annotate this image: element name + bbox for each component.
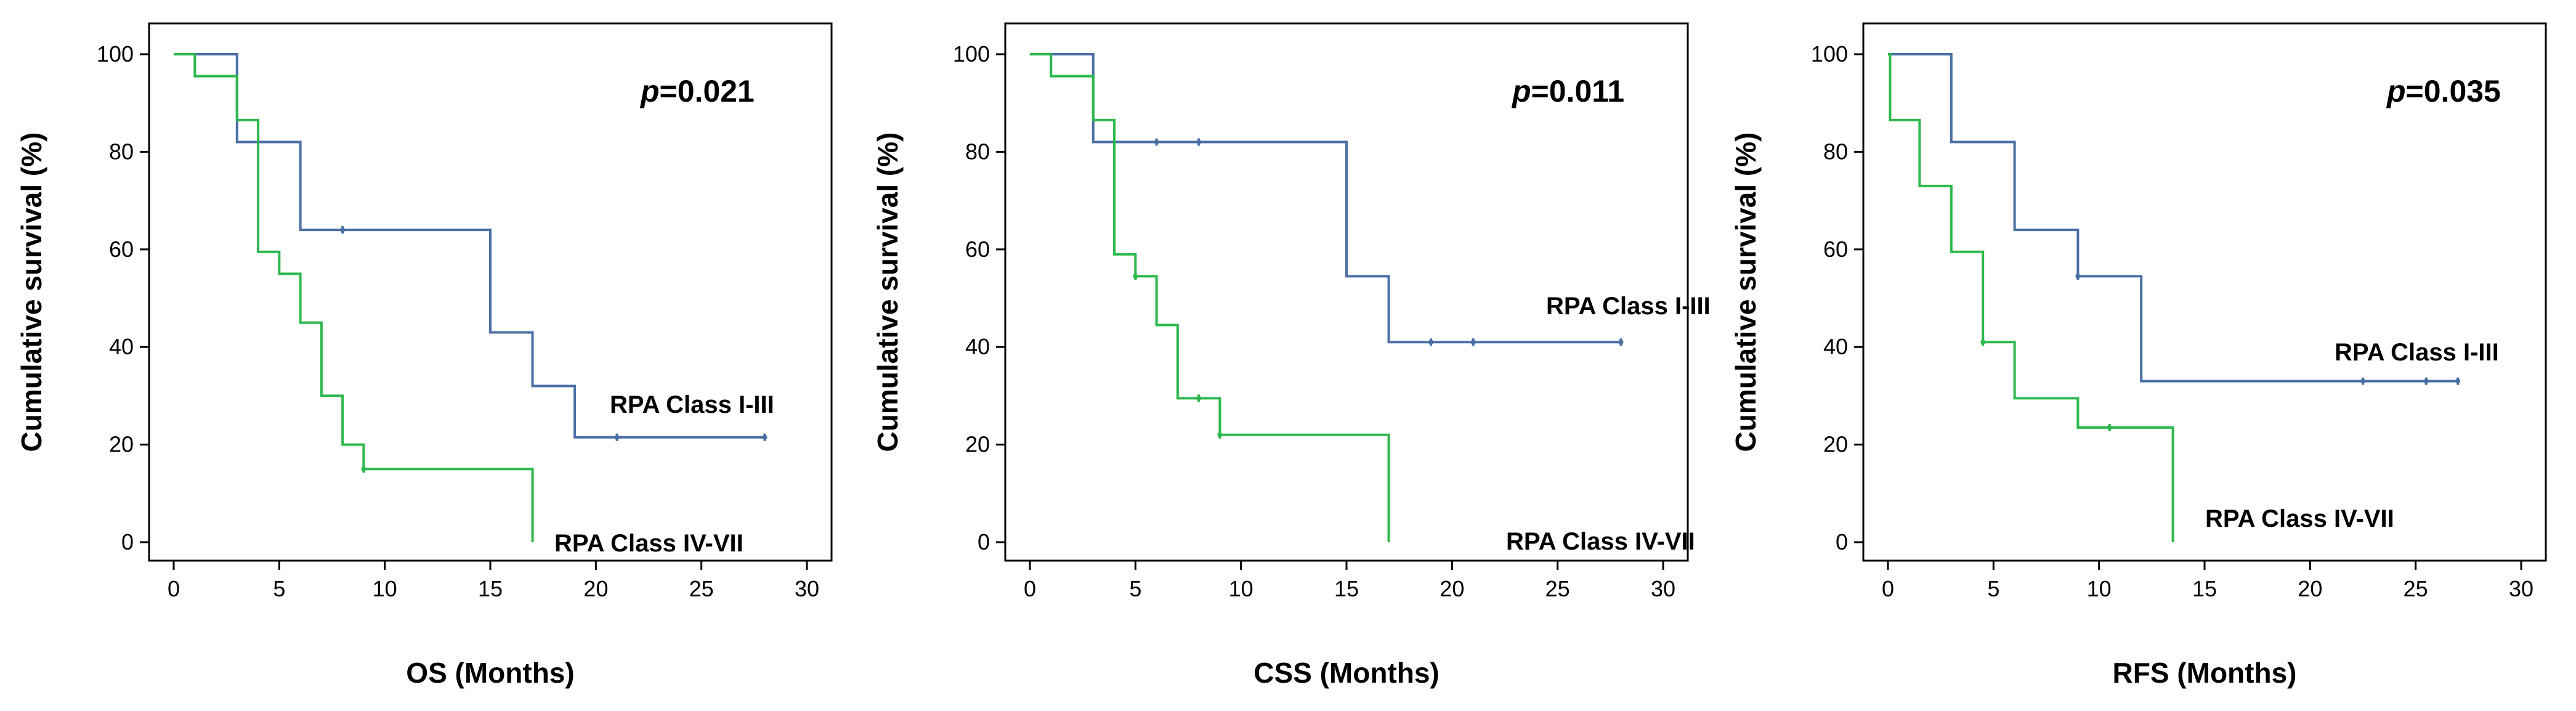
series-label-rpa-iv-vii: RPA Class IV-VII xyxy=(554,530,743,557)
y-tick-label: 40 xyxy=(1823,334,1848,359)
y-tick-label: 60 xyxy=(109,237,134,262)
x-tick-label: 5 xyxy=(1129,576,1141,601)
series-label-rpa-i-iii: RPA Class I-III xyxy=(2335,339,2499,366)
censor-dot xyxy=(762,434,768,440)
censor-dot xyxy=(2455,378,2461,384)
y-tick-label: 60 xyxy=(1823,237,1848,262)
x-axis-title: RFS (Months) xyxy=(2113,657,2297,689)
x-tick-label: 20 xyxy=(2298,576,2322,601)
x-tick-label: 25 xyxy=(2404,576,2428,601)
p-value: p=0.011 xyxy=(1511,74,1624,108)
censor-dot xyxy=(1470,339,1476,345)
x-tick-label: 15 xyxy=(478,576,503,601)
x-tick-label: 10 xyxy=(1229,576,1254,601)
x-tick-label: 20 xyxy=(1440,576,1464,601)
x-tick-label: 10 xyxy=(373,576,397,601)
series-line-rpa-i-iii xyxy=(1888,53,2458,383)
x-tick-label: 5 xyxy=(1987,576,1999,601)
panel-os: 0 20 40 60 80 100 0 5 10 15 20 25 30 OS (Months) Cumul… xyxy=(15,22,833,689)
censor-dot xyxy=(1618,339,1624,345)
series-label-rpa-iv-vii: RPA Class IV-VII xyxy=(2205,505,2394,532)
x-tick-label: 30 xyxy=(2509,576,2533,601)
x-tick-label: 30 xyxy=(795,576,819,601)
y-axis-title: Cumulative survival (%) xyxy=(1730,132,1762,452)
p-value: p=0.021 xyxy=(639,74,755,108)
x-tick-label: 10 xyxy=(2087,576,2112,601)
y-tick-label: 60 xyxy=(965,237,990,262)
censor-dot xyxy=(1154,139,1159,145)
x-tick-label: 0 xyxy=(1024,576,1036,601)
censor-dot xyxy=(1133,274,1138,279)
y-tick-label: 40 xyxy=(965,334,990,359)
series-line-rpa-i-iii xyxy=(174,53,765,439)
censor-dot xyxy=(614,434,620,440)
y-axis-title: Cumulative survival (%) xyxy=(872,132,904,452)
x-axis-title: OS (Months) xyxy=(406,657,574,689)
censor-dot xyxy=(2360,378,2365,384)
censor-dot xyxy=(340,227,346,233)
y-tick-label: 80 xyxy=(1823,139,1848,164)
x-axis-title: CSS (Months) xyxy=(1254,657,1440,689)
x-tick-label: 25 xyxy=(1545,576,1570,601)
x-tick-label: 15 xyxy=(1334,576,1359,601)
censor-dot xyxy=(2075,274,2081,279)
y-tick-label: 0 xyxy=(978,529,990,555)
series-label-rpa-i-iii: RPA Class I-III xyxy=(610,391,774,418)
series-line-rpa-iv-vii xyxy=(1888,53,2174,542)
series-line-rpa-iv-vii xyxy=(1030,53,1390,542)
y-tick-label: 100 xyxy=(1811,41,1848,67)
censor-dot xyxy=(1980,339,1986,345)
x-tick-label: 0 xyxy=(168,576,180,601)
censor-dot xyxy=(361,466,367,472)
censor-dot xyxy=(1196,139,1202,145)
y-axis-title: Cumulative survival (%) xyxy=(15,132,47,452)
censor-dot xyxy=(1196,396,1202,401)
panel-css: 0 20 40 60 80 100 0 5 10 15 20 25 30 CSS (Months) Cumu… xyxy=(872,22,1711,689)
series-label-rpa-iv-vii: RPA Class IV-VII xyxy=(1506,528,1695,555)
censor-dot xyxy=(1428,339,1434,345)
x-tick-label: 25 xyxy=(689,576,714,601)
y-tick-label: 100 xyxy=(953,41,990,67)
y-tick-label: 0 xyxy=(1836,529,1848,555)
y-tick-label: 100 xyxy=(97,41,134,67)
y-tick-label: 0 xyxy=(121,529,134,555)
x-tick-label: 5 xyxy=(273,576,285,601)
censor-dot xyxy=(2107,425,2112,430)
y-tick-label: 20 xyxy=(1823,432,1848,457)
series-line-rpa-i-iii xyxy=(1030,53,1621,344)
y-tick-label: 40 xyxy=(109,334,134,359)
x-tick-label: 20 xyxy=(583,576,608,601)
censor-dot xyxy=(1217,432,1223,437)
series-label-rpa-i-iii: RPA Class I-III xyxy=(1546,293,1711,320)
panel-rfs: 0 20 40 60 80 100 0 5 10 15 20 25 30 RFS (Months) Cumu… xyxy=(1730,22,2547,689)
x-tick-label: 0 xyxy=(1882,576,1894,601)
y-tick-label: 80 xyxy=(965,139,990,164)
p-value: p=0.035 xyxy=(2386,74,2501,108)
y-tick-label: 80 xyxy=(109,139,134,164)
x-tick-label: 30 xyxy=(1651,576,1675,601)
x-tick-label: 15 xyxy=(2192,576,2217,601)
censor-dot xyxy=(2423,378,2429,384)
y-tick-label: 20 xyxy=(109,432,134,457)
series-line-rpa-iv-vii xyxy=(174,53,534,542)
y-tick-label: 20 xyxy=(965,432,990,457)
